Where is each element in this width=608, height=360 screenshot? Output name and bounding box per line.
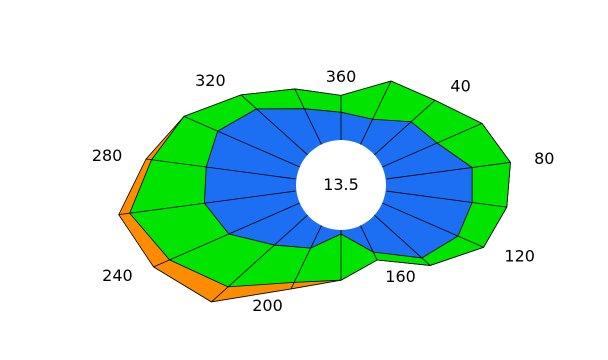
angle-label-160: 160	[385, 267, 416, 286]
angle-label-240: 240	[102, 266, 133, 285]
spoke-220	[211, 211, 312, 303]
radial-spokes	[118, 80, 511, 303]
angle-label-40: 40	[450, 76, 470, 95]
spoke-100	[386, 190, 507, 208]
spoke-40	[370, 99, 436, 159]
angle-label-80: 80	[534, 149, 554, 168]
spoke-340	[294, 88, 326, 153]
spoke-280	[146, 158, 296, 180]
center-label: 13.5	[323, 175, 359, 194]
spoke-140	[370, 211, 431, 266]
angle-label-360: 360	[326, 67, 357, 86]
spoke-240	[153, 202, 302, 268]
spoke-200	[290, 217, 326, 290]
spoke-320	[240, 94, 312, 159]
spoke-300	[183, 116, 302, 168]
spoke-20	[356, 80, 392, 153]
spoke-120	[380, 202, 484, 248]
angle-label-120: 120	[504, 246, 535, 265]
angle-label-320: 320	[195, 71, 226, 90]
center-hole	[296, 140, 386, 230]
spoke-260	[118, 190, 296, 216]
angle-label-200: 200	[252, 296, 283, 315]
spoke-60	[380, 123, 483, 168]
angle-labels: 360 40 80 120 160 200 240 280 320	[92, 67, 555, 315]
angle-label-280: 280	[92, 146, 123, 165]
spoke-80	[386, 161, 511, 180]
